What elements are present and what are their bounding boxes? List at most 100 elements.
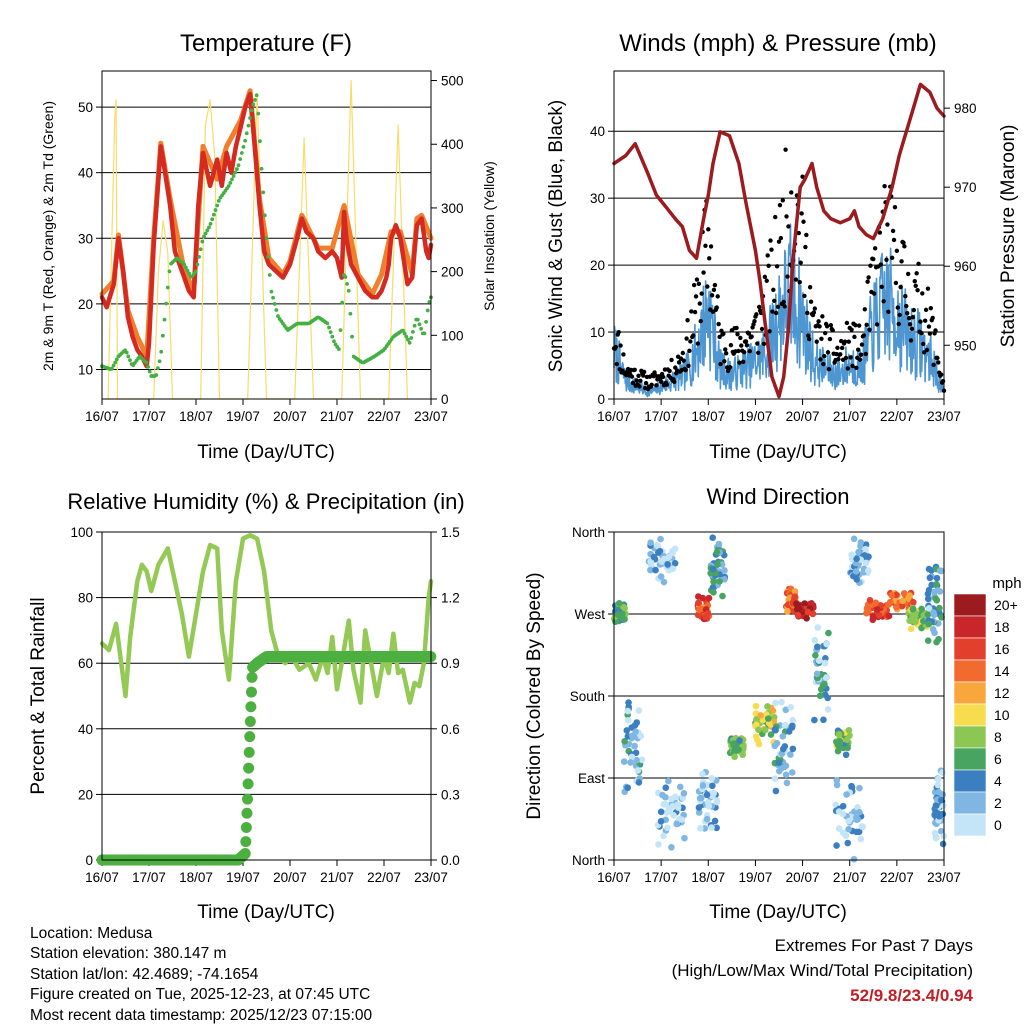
gust-point — [806, 336, 812, 342]
precipitation-point — [241, 807, 253, 819]
extremes-heading: Extremes For Past 7 Days — [774, 936, 973, 955]
gust-point — [660, 374, 666, 380]
gust-point — [695, 341, 701, 346]
direction-point — [924, 637, 932, 644]
x-tick-label: 21/07 — [320, 870, 354, 885]
gust-point — [816, 319, 821, 324]
gust-point — [780, 198, 785, 203]
y-tick-label: 40 — [78, 166, 93, 181]
x-tick-label: 17/07 — [644, 870, 678, 885]
gust-point — [769, 247, 774, 252]
dewpoint-point — [274, 308, 279, 312]
x-tick-label: 18/07 — [691, 870, 725, 885]
gust-point — [683, 367, 688, 373]
dewpoint-point — [234, 167, 239, 171]
gust-point — [636, 373, 641, 379]
gust-point — [618, 343, 623, 348]
gust-point — [723, 347, 728, 352]
direction-point — [842, 751, 850, 759]
direction-point — [635, 779, 643, 786]
gust-point — [789, 190, 794, 195]
direction-point — [924, 611, 932, 618]
direction-point — [779, 732, 787, 740]
dewpoint-point — [248, 116, 252, 120]
direction-point — [787, 751, 794, 758]
winds-xlabel: Time (Day/UTC) — [709, 442, 847, 463]
dewpoint-point — [340, 300, 345, 305]
direction-point — [775, 767, 783, 775]
gust-point — [899, 259, 904, 264]
gust-point — [912, 279, 917, 284]
dewpoint-point — [266, 254, 271, 259]
direction-point — [940, 802, 947, 809]
dewpoint-point — [211, 212, 216, 217]
gust-point — [744, 343, 750, 348]
direction-point — [924, 590, 932, 598]
direction-point — [697, 794, 705, 802]
direction-point — [925, 605, 933, 612]
gust-point — [938, 372, 944, 377]
direction-point — [933, 580, 940, 588]
direction-point — [804, 608, 812, 616]
temperature-y2label: Solar Insolation (Yellow) — [481, 161, 497, 311]
gust-point — [924, 347, 930, 353]
gust-point — [781, 299, 786, 305]
direction-scatter — [611, 534, 948, 863]
gust-point — [884, 257, 889, 262]
gust-point — [728, 342, 734, 348]
x-tick-label: 18/07 — [179, 409, 213, 424]
dewpoint-point — [215, 203, 220, 208]
gust-point — [641, 369, 647, 375]
dewpoint-point — [124, 350, 129, 355]
gust-point — [936, 360, 941, 365]
precipitation-point — [245, 686, 257, 698]
direction-point — [670, 811, 677, 819]
direction-point — [625, 699, 632, 706]
station-location: Location: Medusa — [30, 925, 153, 942]
colorbar-label: 20+ — [994, 597, 1018, 613]
gust-point — [761, 341, 767, 347]
gust-point — [770, 309, 775, 314]
gust-point — [885, 222, 890, 227]
gust-point — [693, 294, 699, 299]
direction-point — [708, 775, 716, 782]
gust-point — [773, 310, 779, 316]
gust-point — [825, 350, 831, 355]
gust-point — [838, 352, 843, 357]
gust-point — [712, 282, 718, 288]
gust-point — [614, 361, 620, 367]
gust-point — [691, 333, 696, 338]
direction-point — [656, 547, 664, 555]
colorbar-label: 8 — [994, 729, 1002, 745]
humidity-title: Relative Humidity (%) & Precipitation (i… — [67, 489, 464, 514]
x-tick-label: 19/07 — [226, 870, 260, 885]
direction-point — [699, 770, 706, 778]
gust-point — [911, 307, 917, 313]
gust-point — [872, 291, 877, 296]
direction-point — [620, 758, 628, 765]
direction-point — [660, 578, 668, 586]
direction-point — [906, 592, 913, 599]
direction-point — [811, 716, 818, 724]
gust-point — [798, 260, 803, 265]
colorbar-swatch — [953, 659, 987, 683]
winds-y2label: Station Pressure (Maroon) — [998, 125, 1019, 348]
dewpoint-point — [427, 300, 432, 304]
direction-point — [710, 789, 718, 797]
direction-point — [676, 783, 684, 791]
direction-point — [836, 737, 844, 745]
gust-point — [850, 363, 855, 369]
gust-point — [783, 147, 788, 152]
direction-point — [680, 789, 688, 797]
colorbar-label: 0 — [994, 817, 1002, 833]
temp-2m-line — [99, 91, 434, 369]
gust-point — [916, 261, 921, 266]
dewpoint-point — [128, 358, 132, 363]
plot-frame — [101, 70, 432, 400]
gust-point — [782, 304, 787, 309]
dewpoint-point — [246, 123, 251, 128]
direction-point — [815, 657, 823, 665]
gust-point — [808, 299, 814, 304]
gust-point — [752, 318, 757, 324]
direction-point — [709, 584, 717, 591]
